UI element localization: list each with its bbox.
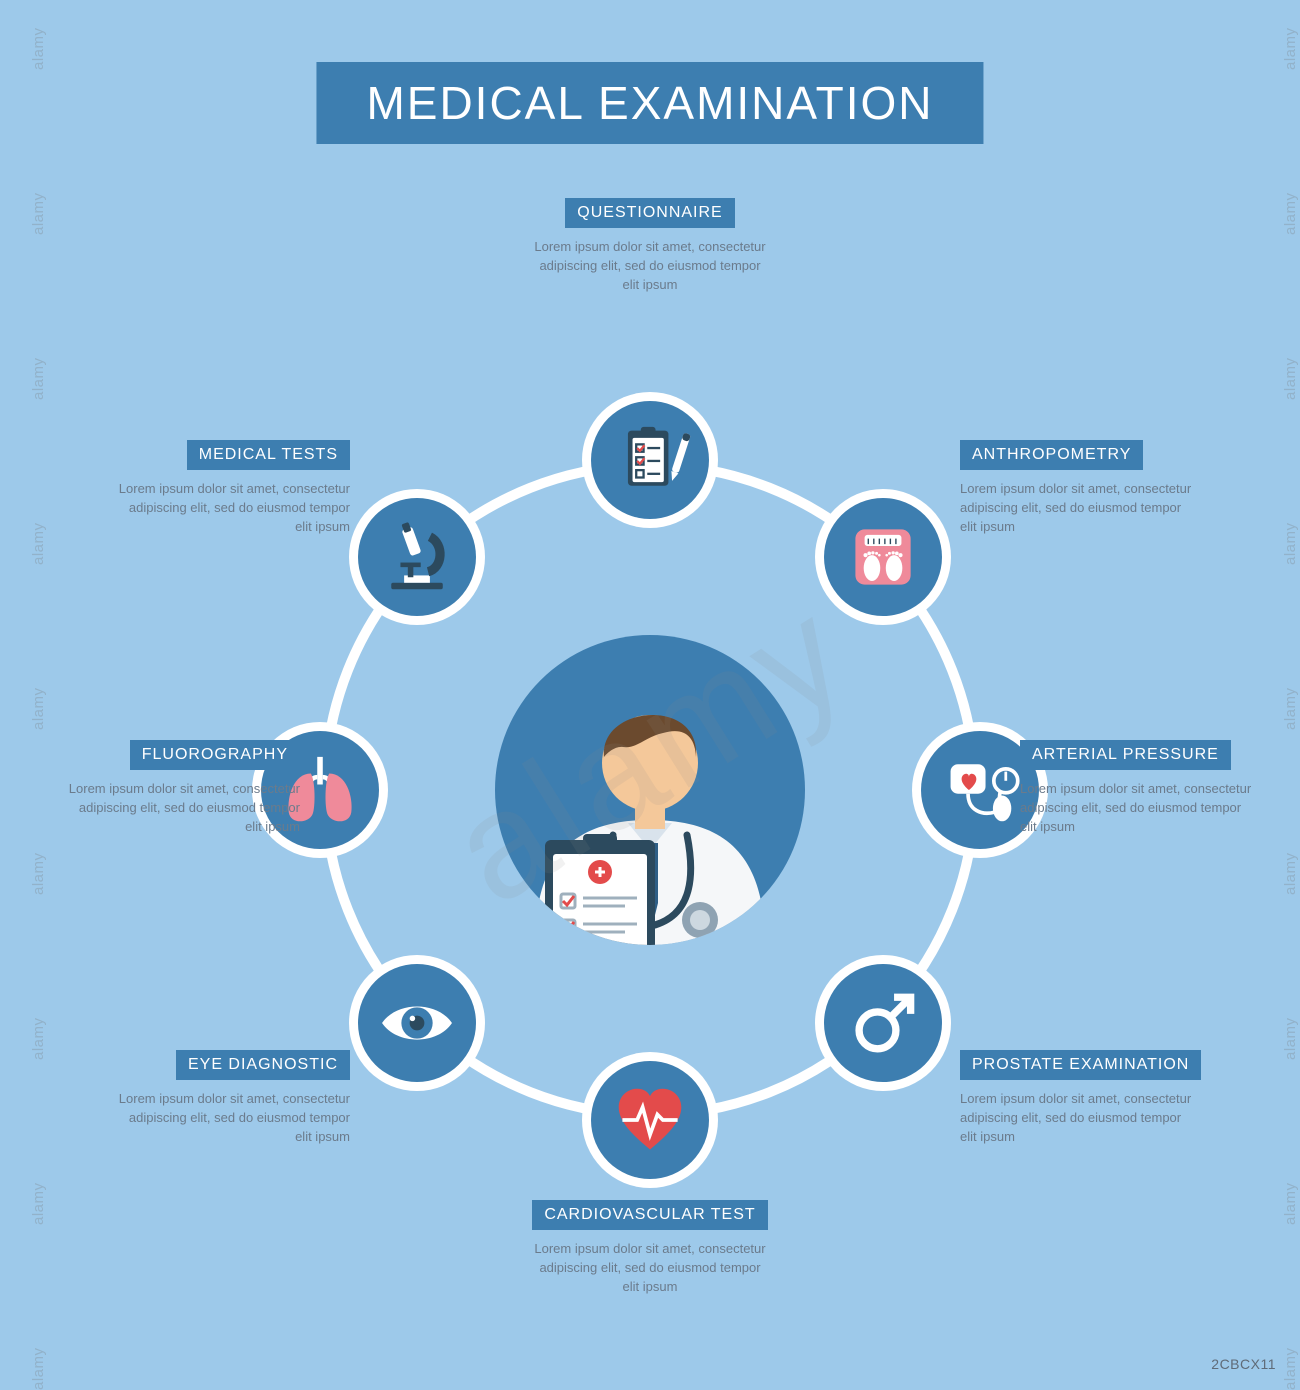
watermark: alamy (1282, 522, 1299, 565)
watermark: alamy (30, 357, 47, 400)
watermark: alamy (30, 1347, 47, 1390)
watermark: alamy (30, 687, 47, 730)
arterial-label: ARTERIAL PRESSURE Lorem ipsum dolor sit a… (1020, 740, 1260, 837)
arterial-desc: Lorem ipsum dolor sit amet, consectetur … (1020, 780, 1260, 837)
watermark: alamy (1282, 852, 1299, 895)
anthropometry-node-inner (824, 498, 942, 616)
prostate-node (815, 955, 951, 1091)
questionnaire-title: QUESTIONNAIRE (565, 198, 734, 228)
clipboard-pen-icon (604, 414, 696, 506)
medtests-node-inner (358, 498, 476, 616)
watermark: alamy (1282, 1017, 1299, 1060)
fluorography-label: FLUOROGRAPHY Lorem ipsum dolor sit amet, … (60, 740, 300, 837)
fluorography-desc: Lorem ipsum dolor sit amet, consectetur … (60, 780, 300, 837)
image-id: 2CBCX11 (1211, 1356, 1276, 1372)
questionnaire-desc: Lorem ipsum dolor sit amet, consectetur … (530, 238, 770, 295)
questionnaire-node-inner (591, 401, 709, 519)
microscope-icon (371, 511, 463, 603)
watermark: alamy (1282, 27, 1299, 70)
bp-monitor-icon (934, 744, 1026, 836)
eye-node-inner (358, 964, 476, 1082)
anthropometry-desc: Lorem ipsum dolor sit amet, consectetur … (960, 480, 1200, 537)
prostate-node-inner (824, 964, 942, 1082)
arterial-title: ARTERIAL PRESSURE (1020, 740, 1231, 770)
watermark: alamy (1282, 357, 1299, 400)
male-symbol-icon (837, 977, 929, 1069)
heart-ecg-icon (604, 1074, 696, 1166)
watermark: alamy (1282, 687, 1299, 730)
medtests-title: MEDICAL TESTS (187, 440, 350, 470)
prostate-label: PROSTATE EXAMINATION Lorem ipsum dolor si… (960, 1050, 1200, 1147)
cardio-desc: Lorem ipsum dolor sit amet, consectetur … (530, 1240, 770, 1297)
watermark: alamy (30, 522, 47, 565)
page-title: MEDICAL EXAMINATION (366, 77, 933, 129)
eye-icon (371, 977, 463, 1069)
eye-title: EYE DIAGNOSTIC (176, 1050, 350, 1080)
anthropometry-label: ANTHROPOMETRY Lorem ipsum dolor sit amet,… (960, 440, 1200, 537)
medtests-node (349, 489, 485, 625)
watermark: alamy (30, 192, 47, 235)
infographic-canvas: MEDICAL EXAMINATION (0, 0, 1300, 1390)
medtests-desc: Lorem ipsum dolor sit amet, consectetur … (110, 480, 350, 537)
watermark: alamy (1282, 1182, 1299, 1225)
watermark: alamy (30, 27, 47, 70)
medtests-label: MEDICAL TESTS Lorem ipsum dolor sit amet,… (110, 440, 350, 537)
questionnaire-node (582, 392, 718, 528)
watermark: alamy (1282, 1347, 1299, 1390)
questionnaire-label: QUESTIONNAIRE Lorem ipsum dolor sit amet,… (530, 198, 770, 295)
cardio-node-inner (591, 1061, 709, 1179)
prostate-desc: Lorem ipsum dolor sit amet, consectetur … (960, 1090, 1200, 1147)
fluorography-title: FLUOROGRAPHY (130, 740, 300, 770)
watermark: alamy (30, 1182, 47, 1225)
anthropometry-node (815, 489, 951, 625)
eye-desc: Lorem ipsum dolor sit amet, consectetur … (110, 1090, 350, 1147)
anthropometry-title: ANTHROPOMETRY (960, 440, 1143, 470)
cardio-label: CARDIOVASCULAR TEST Lorem ipsum dolor sit… (530, 1200, 770, 1297)
watermark: alamy (1282, 192, 1299, 235)
scale-feet-icon (837, 511, 929, 603)
eye-node (349, 955, 485, 1091)
watermark: alamy (30, 852, 47, 895)
watermark: alamy (30, 1017, 47, 1060)
eye-label: EYE DIAGNOSTIC Lorem ipsum dolor sit amet… (110, 1050, 350, 1147)
cardio-title: CARDIOVASCULAR TEST (532, 1200, 767, 1230)
title-bar: MEDICAL EXAMINATION (316, 62, 983, 144)
cardio-node (582, 1052, 718, 1188)
prostate-title: PROSTATE EXAMINATION (960, 1050, 1201, 1080)
